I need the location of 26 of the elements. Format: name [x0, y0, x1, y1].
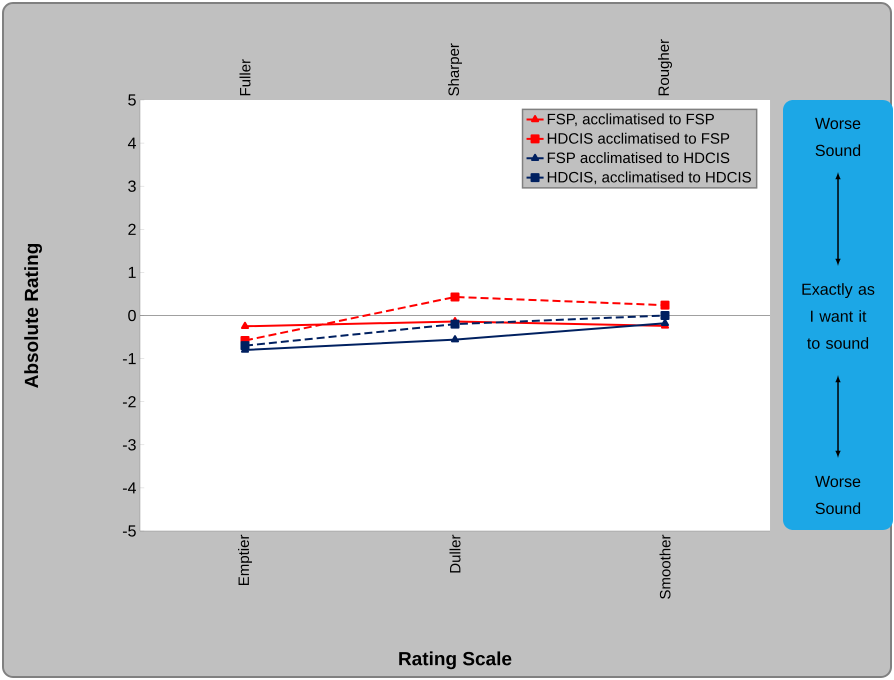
- x-axis-title: Rating Scale: [399, 651, 512, 670]
- y-tick-label: 0: [128, 310, 136, 322]
- x-tick-label: Smoother: [660, 534, 671, 599]
- x-tick-label: Duller: [449, 534, 461, 572]
- text: Exactly as I want it to sound: [802, 283, 874, 349]
- y-tick-label: -5: [122, 525, 136, 537]
- y-tick-label: -4: [122, 482, 136, 494]
- y-tick-label: 1: [128, 266, 136, 278]
- y-axis-title: Absolute Rating: [24, 244, 42, 388]
- legend-label: HDCIS, acclimatised to HDCIS: [548, 171, 751, 184]
- y-tick-label: -2: [122, 396, 136, 408]
- y-tick-label: 5: [128, 94, 136, 106]
- text: Sharper: [448, 43, 462, 96]
- text: Rougher: [658, 39, 672, 96]
- y-tick-label: 4: [128, 138, 136, 149]
- y-tick-label: -1: [122, 353, 136, 364]
- y-tick-label: 3: [128, 180, 136, 192]
- text: Worse Sound: [815, 118, 860, 156]
- x-tick-label: Emptier: [238, 534, 252, 585]
- legend-label: FSP acclimatised to HDCIS: [548, 152, 730, 164]
- text: Worse Sound: [815, 476, 860, 514]
- legend-label: FSP, acclimatised to FSP: [548, 113, 714, 126]
- y-tick-label: -3: [122, 439, 136, 450]
- legend-label: HDCIS acclimatised to FSP: [548, 132, 730, 144]
- text: Fuller: [239, 59, 251, 96]
- y-tick-label: 2: [128, 224, 136, 235]
